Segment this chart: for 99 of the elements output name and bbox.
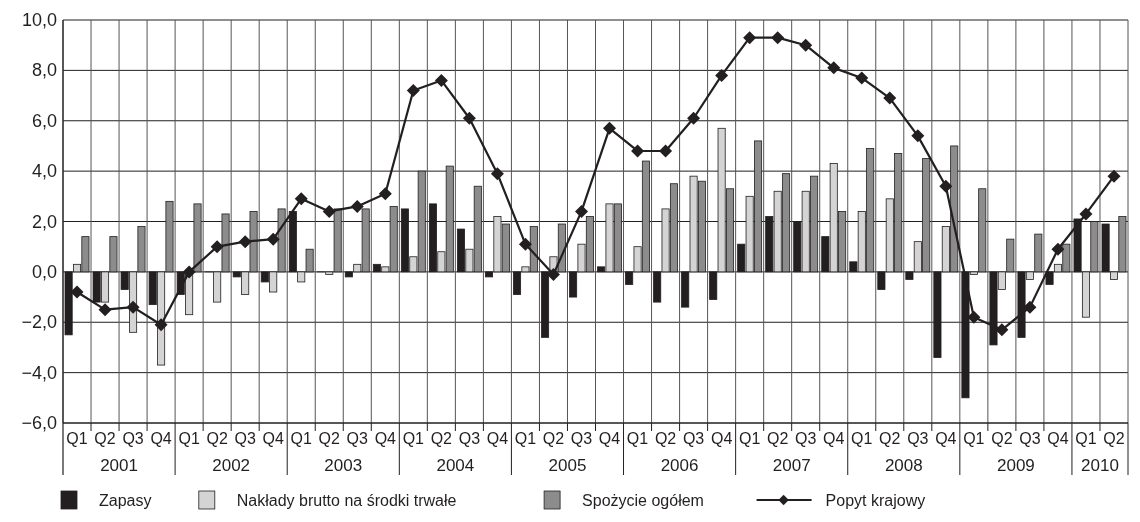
y-tick-label: −4,0 <box>21 362 57 383</box>
text: 2004 <box>436 456 475 475</box>
x-tick-label: Q3 <box>795 430 817 447</box>
point <box>883 91 897 105</box>
point <box>70 285 84 299</box>
x-tick-label: Q4 <box>598 430 621 447</box>
x-tick-label: Q3 <box>122 430 144 447</box>
point <box>1023 300 1037 314</box>
text: 2009 <box>996 456 1035 475</box>
x-tick-label: Q4 <box>935 430 957 447</box>
point <box>490 167 504 181</box>
text: 2006 <box>660 456 699 475</box>
point <box>406 84 420 98</box>
point <box>659 144 673 158</box>
text: 2003 <box>324 456 363 475</box>
y-tick-label: 8,0 <box>31 60 57 81</box>
x-tick-label: Q2 <box>654 430 677 447</box>
x-tick-label: Q2 <box>767 430 789 447</box>
x-tick-label: Q2 <box>206 430 228 447</box>
x-tick-label: Q1 <box>402 430 425 447</box>
x-tick-label: Q2 <box>318 430 341 447</box>
point <box>1107 169 1121 183</box>
point <box>911 129 925 143</box>
point <box>154 318 168 332</box>
point <box>294 192 308 206</box>
point <box>238 235 252 249</box>
x-tick-label: Q4 <box>823 430 845 447</box>
x-tick-label: Q2 <box>430 430 453 447</box>
point <box>743 31 757 45</box>
point <box>518 237 532 251</box>
x-tick-label: Q1 <box>626 430 649 447</box>
point <box>322 204 336 218</box>
text: 2002 <box>212 456 251 475</box>
x-tick-label: Q1 <box>514 430 537 447</box>
legend-label: Zapasy <box>99 492 152 509</box>
y-tick-label: −6,0 <box>21 413 57 433</box>
legend-label: Nakłady brutto na środki trwałe <box>236 492 457 509</box>
x-tick-label: Q3 <box>570 430 593 447</box>
x-tick-label: Q3 <box>907 430 929 447</box>
x-tick-label: Q4 <box>262 430 284 447</box>
x-tick-label: Q3 <box>458 430 481 447</box>
x-tick-label: Q1 <box>963 430 985 447</box>
point <box>98 303 112 317</box>
y-tick-label: 2,0 <box>31 211 57 232</box>
x-tick-label: Q3 <box>1019 430 1041 447</box>
text: 2001 <box>100 456 138 475</box>
point <box>827 61 841 75</box>
x-tick-label: Q3 <box>346 430 369 447</box>
y-tick-label: 0,0 <box>31 261 57 282</box>
point <box>715 68 729 82</box>
x-tick-label: Q2 <box>1103 430 1125 447</box>
point <box>210 240 224 254</box>
x-tick-label: Q3 <box>682 430 705 447</box>
y-tick-label: −2,0 <box>21 312 57 333</box>
point <box>603 121 617 135</box>
point <box>266 232 280 246</box>
point <box>462 111 476 125</box>
x-tick-label: Q3 <box>234 430 256 447</box>
point <box>378 187 392 201</box>
point <box>182 265 196 279</box>
point <box>1051 242 1065 256</box>
x-tick-label: Q4 <box>1047 430 1069 447</box>
x-tick-label: Q2 <box>542 430 565 447</box>
text: 2005 <box>548 456 587 475</box>
point <box>687 111 701 125</box>
point <box>546 267 560 281</box>
point <box>350 199 364 213</box>
y-tick-label: 10,0 <box>21 10 57 30</box>
point <box>799 38 813 52</box>
x-tick-label: Q4 <box>486 430 509 447</box>
x-tick-label: Q1 <box>290 430 312 447</box>
point <box>771 31 785 45</box>
point <box>995 323 1009 337</box>
x-tick-label: Q4 <box>710 430 733 447</box>
legend-label: Popyt krajowy <box>825 492 926 509</box>
x-tick-label: Q1 <box>1075 430 1097 447</box>
x-tick-label: Q1 <box>738 430 761 447</box>
point <box>1079 207 1093 221</box>
point <box>631 144 645 158</box>
x-tick-label: Q2 <box>991 430 1013 447</box>
x-tick-label: Q1 <box>66 430 88 447</box>
point <box>967 310 981 324</box>
y-tick-label: 6,0 <box>31 110 57 131</box>
x-tick-label: Q2 <box>94 430 116 447</box>
point <box>574 204 588 218</box>
point <box>434 73 448 87</box>
x-tick-label: Q1 <box>851 430 873 447</box>
text: 2007 <box>772 456 811 475</box>
point <box>855 71 869 85</box>
text: 2008 <box>884 456 923 475</box>
x-tick-label: Q1 <box>178 430 200 447</box>
y-tick-label: 4,0 <box>31 161 57 182</box>
text: 2010 <box>1081 456 1119 475</box>
x-tick-label: Q2 <box>879 430 901 447</box>
x-tick-label: Q4 <box>374 430 397 447</box>
point <box>939 179 953 193</box>
legend-label: Spożycie ogółem <box>582 492 704 509</box>
point <box>126 300 140 314</box>
x-tick-label: Q4 <box>150 430 172 447</box>
